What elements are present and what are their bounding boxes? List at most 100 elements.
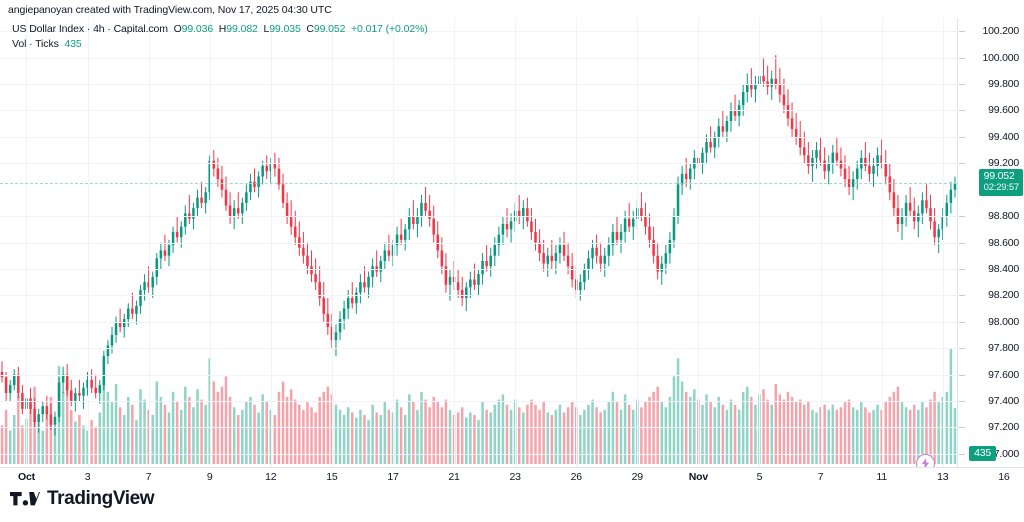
- grid-line-horizontal: [0, 321, 957, 323]
- time-axis-tick: 11: [876, 471, 887, 483]
- time-axis-tick: 17: [387, 471, 399, 483]
- time-axis[interactable]: Oct 3 7 9 12 15 17 21 23 26 29 Nov 5 7 11 13 16: [0, 467, 1024, 486]
- grid-line-vertical: [331, 18, 333, 467]
- price-axis-tick: 97.400: [988, 394, 1019, 407]
- legend-row-volume: Vol · Ticks 435: [12, 37, 428, 52]
- grid-line-vertical: [270, 18, 272, 467]
- price-axis-tick: 98.000: [988, 315, 1019, 328]
- tradingview-brand-text: TradingView: [47, 488, 155, 509]
- price-axis-tick: 98.400: [988, 262, 1019, 275]
- grid-line-vertical: [26, 18, 28, 467]
- legend-open-value: 99.036: [181, 23, 214, 35]
- price-axis-stub: [959, 374, 965, 376]
- price-axis-tick: 99.600: [988, 104, 1019, 117]
- grid-line-horizontal: [0, 374, 957, 376]
- price-axis-stub: [959, 110, 965, 112]
- legend-volume-title[interactable]: Vol · Ticks: [12, 38, 59, 50]
- grid-line-horizontal: [0, 216, 957, 218]
- price-axis-stub: [959, 136, 965, 138]
- legend-change: +0.017 (+0.02%): [350, 23, 428, 35]
- legend-close-label: C: [306, 23, 314, 35]
- legend-interval[interactable]: 4h: [93, 23, 105, 35]
- price-plot-area[interactable]: [0, 18, 957, 467]
- grid-line-vertical: [515, 18, 517, 467]
- grid-line-vertical: [942, 18, 944, 467]
- time-axis-tick: Nov: [688, 471, 709, 483]
- price-axis-stub: [959, 268, 965, 270]
- grid-line-horizontal: [0, 110, 957, 112]
- time-axis-tick: 5: [756, 471, 763, 483]
- attribution-text: angiepanoyan created with TradingView.co…: [8, 4, 332, 16]
- current-price-value: 99.052: [983, 169, 1015, 182]
- price-axis-tick: 100.000: [982, 51, 1019, 64]
- legend-sep-1: ·: [84, 23, 94, 35]
- chart-container[interactable]: US Dollar Index · 4h · Capital.com O99.0…: [0, 18, 1024, 486]
- price-axis-tick: 97.600: [988, 368, 1019, 381]
- legend-open-label: O: [173, 23, 182, 35]
- grid-line-horizontal: [0, 242, 957, 244]
- grid-line-horizontal: [0, 427, 957, 429]
- time-axis-tick: 7: [145, 471, 152, 483]
- countdown-timer: 02:29:57: [983, 181, 1020, 193]
- time-axis-tick: 9: [206, 471, 213, 483]
- price-axis-tick: 97.800: [988, 342, 1019, 355]
- legend-exchange: Capital.com: [113, 23, 168, 35]
- price-axis-stub: [959, 242, 965, 244]
- legend-row-symbol: US Dollar Index · 4h · Capital.com O99.0…: [12, 22, 428, 37]
- legend-volume-value: 435: [64, 38, 82, 50]
- price-axis-tick: 99.200: [988, 157, 1019, 170]
- time-axis-tick: 3: [84, 471, 91, 483]
- price-axis-stub: [959, 163, 965, 165]
- volume-badge: 435: [969, 446, 996, 461]
- grid-line-vertical: [148, 18, 150, 467]
- time-axis-tick: 26: [570, 471, 582, 483]
- grid-line-vertical: [576, 18, 578, 467]
- chart-legend: US Dollar Index · 4h · Capital.com O99.0…: [12, 22, 428, 52]
- grid-line-vertical: [392, 18, 394, 467]
- legend-symbol[interactable]: US Dollar Index: [12, 23, 85, 35]
- legend-sep-2: ·: [104, 23, 114, 35]
- legend-high-value: 99.082: [226, 23, 258, 35]
- grid-line-vertical: [454, 18, 456, 467]
- price-axis-tick: 99.800: [988, 78, 1019, 91]
- grid-line-horizontal: [0, 163, 957, 165]
- grid-line-vertical: [87, 18, 89, 467]
- time-axis-tick: 23: [509, 471, 521, 483]
- time-axis-tick: 16: [998, 471, 1010, 483]
- price-axis-stub: [959, 427, 965, 429]
- price-axis-stub: [959, 84, 965, 86]
- grid-line-vertical: [881, 18, 883, 467]
- price-axis-tick: 100.200: [982, 25, 1019, 38]
- time-axis-tick: 15: [326, 471, 338, 483]
- grid-line-horizontal: [0, 268, 957, 270]
- price-axis[interactable]: 100.200 100.000 99.800 99.600 99.400 99.200 98…: [957, 18, 1024, 467]
- price-axis-stub: [959, 216, 965, 218]
- price-axis-tick: 97.200: [988, 421, 1019, 434]
- grid-line-horizontal: [0, 31, 957, 33]
- grid-line-vertical: [637, 18, 639, 467]
- grid-line-horizontal: [0, 348, 957, 350]
- time-axis-tick: 7: [817, 471, 824, 483]
- price-axis-tick: 98.800: [988, 210, 1019, 223]
- tradingview-footer: TradingView: [10, 488, 155, 510]
- candlestick-series: [0, 54, 957, 464]
- current-price-badge[interactable]: 99.052 02:29:57: [978, 168, 1023, 197]
- legend-high-label: H: [218, 23, 227, 35]
- legend-low-value: 99.035: [269, 23, 301, 35]
- grid-line-vertical: [759, 18, 761, 467]
- price-axis-stub: [959, 321, 965, 323]
- grid-line-horizontal: [0, 84, 957, 86]
- grid-line-horizontal: [0, 453, 957, 455]
- time-axis-tick: Oct: [18, 471, 35, 483]
- price-axis-tick: 98.200: [988, 289, 1019, 302]
- grid-line-horizontal: [0, 136, 957, 138]
- current-price-line: [0, 182, 957, 184]
- price-axis-stub: [959, 57, 965, 59]
- time-axis-tick: 12: [265, 471, 277, 483]
- grid-line-horizontal: [0, 400, 957, 402]
- price-axis-stub: [959, 31, 965, 33]
- price-axis-stub: [959, 453, 965, 455]
- grid-line-vertical: [698, 18, 700, 467]
- grid-line-horizontal: [0, 295, 957, 297]
- legend-low-label: L: [263, 23, 270, 35]
